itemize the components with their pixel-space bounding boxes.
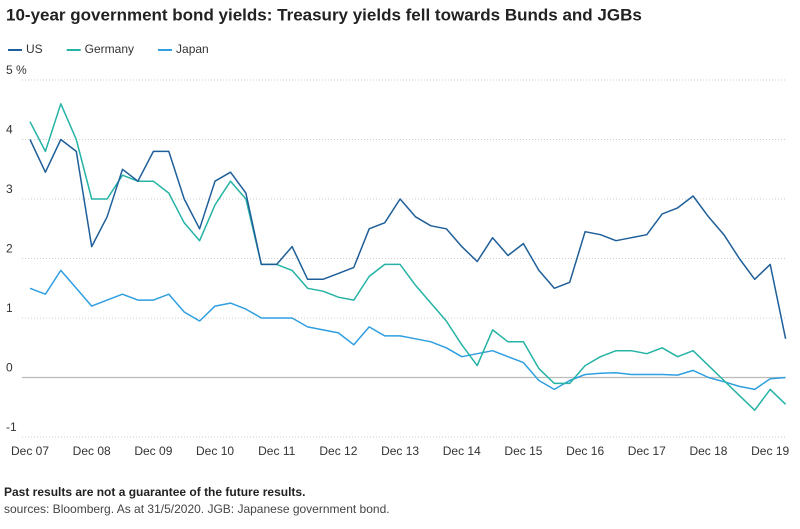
x-tick-label: Dec 08 — [73, 444, 111, 458]
x-tick-label: Dec 17 — [628, 444, 666, 458]
footnote: Past results are not a guarantee of the … — [4, 485, 305, 499]
series-line — [29, 269, 786, 391]
source: sources: Bloomberg. As at 31/5/2020. JGB… — [4, 502, 390, 516]
series-line — [29, 138, 787, 339]
x-tick-label: Dec 09 — [134, 444, 172, 458]
y-tick-label: 4 — [6, 123, 13, 137]
x-tick-label: Dec 14 — [443, 444, 481, 458]
x-tick-label: Dec 16 — [566, 444, 604, 458]
x-tick-label: Dec 15 — [504, 444, 542, 458]
x-tick-label: Dec 19 — [751, 444, 789, 458]
series-line — [29, 103, 787, 411]
x-tick-label: Dec 07 — [11, 444, 49, 458]
legend-label: US — [26, 42, 43, 56]
y-tick-label: 0 — [6, 361, 13, 375]
legend-label: Japan — [176, 42, 209, 56]
x-tick-label: Dec 12 — [319, 444, 357, 458]
x-tick-label: Dec 13 — [381, 444, 419, 458]
y-tick-label: 1 — [6, 301, 13, 315]
y-tick-label: 5 % — [6, 63, 27, 77]
x-tick-label: Dec 11 — [258, 444, 295, 458]
legend-label: Germany — [85, 42, 134, 56]
y-tick-label: 3 — [6, 182, 13, 196]
x-tick-label: Dec 18 — [689, 444, 727, 458]
x-tick-label: Dec 10 — [196, 444, 234, 458]
chart-title: 10-year government bond yields: Treasury… — [6, 5, 642, 24]
y-tick-label: -1 — [6, 420, 17, 434]
y-tick-label: 2 — [6, 242, 13, 256]
